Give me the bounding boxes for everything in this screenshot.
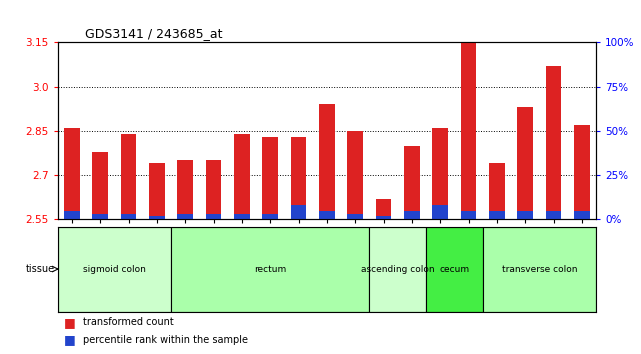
Bar (517, 211, 533, 219)
Bar (64, 211, 79, 219)
Bar (376, 216, 392, 219)
Bar (206, 214, 221, 219)
Bar (92, 214, 108, 219)
Bar (483, 227, 596, 312)
Text: tissue: tissue (26, 264, 55, 274)
Bar (433, 205, 448, 219)
Bar (404, 146, 420, 219)
Bar (347, 214, 363, 219)
Bar (461, 22, 476, 219)
Bar (517, 107, 533, 219)
Text: ■: ■ (64, 316, 76, 329)
Text: ascending colon: ascending colon (361, 264, 435, 274)
Bar (574, 211, 590, 219)
Bar (376, 199, 392, 219)
Bar (121, 134, 137, 219)
Bar (546, 66, 562, 219)
Bar (461, 211, 476, 219)
Bar (64, 128, 79, 219)
Bar (291, 205, 306, 219)
Text: cecum: cecum (439, 264, 469, 274)
Text: sigmoid colon: sigmoid colon (83, 264, 146, 274)
Bar (347, 131, 363, 219)
Bar (404, 211, 420, 219)
Bar (489, 211, 504, 219)
Bar (149, 164, 165, 219)
Bar (546, 211, 562, 219)
Bar (369, 227, 426, 312)
Text: ■: ■ (64, 333, 76, 346)
Text: percentile rank within the sample: percentile rank within the sample (83, 335, 248, 345)
Bar (92, 152, 108, 219)
Bar (426, 227, 483, 312)
Bar (171, 227, 369, 312)
Bar (433, 128, 448, 219)
Bar (149, 216, 165, 219)
Bar (262, 214, 278, 219)
Text: rectum: rectum (254, 264, 287, 274)
Bar (319, 104, 335, 219)
Bar (489, 164, 504, 219)
Bar (178, 160, 193, 219)
Text: transverse colon: transverse colon (502, 264, 577, 274)
Text: GDS3141 / 243685_at: GDS3141 / 243685_at (85, 27, 222, 40)
Text: transformed count: transformed count (83, 317, 174, 327)
Bar (234, 134, 250, 219)
Bar (121, 214, 137, 219)
Bar (206, 160, 221, 219)
Bar (234, 214, 250, 219)
Bar (58, 227, 171, 312)
Bar (262, 137, 278, 219)
Bar (178, 214, 193, 219)
Bar (574, 125, 590, 219)
Bar (319, 211, 335, 219)
Bar (291, 137, 306, 219)
